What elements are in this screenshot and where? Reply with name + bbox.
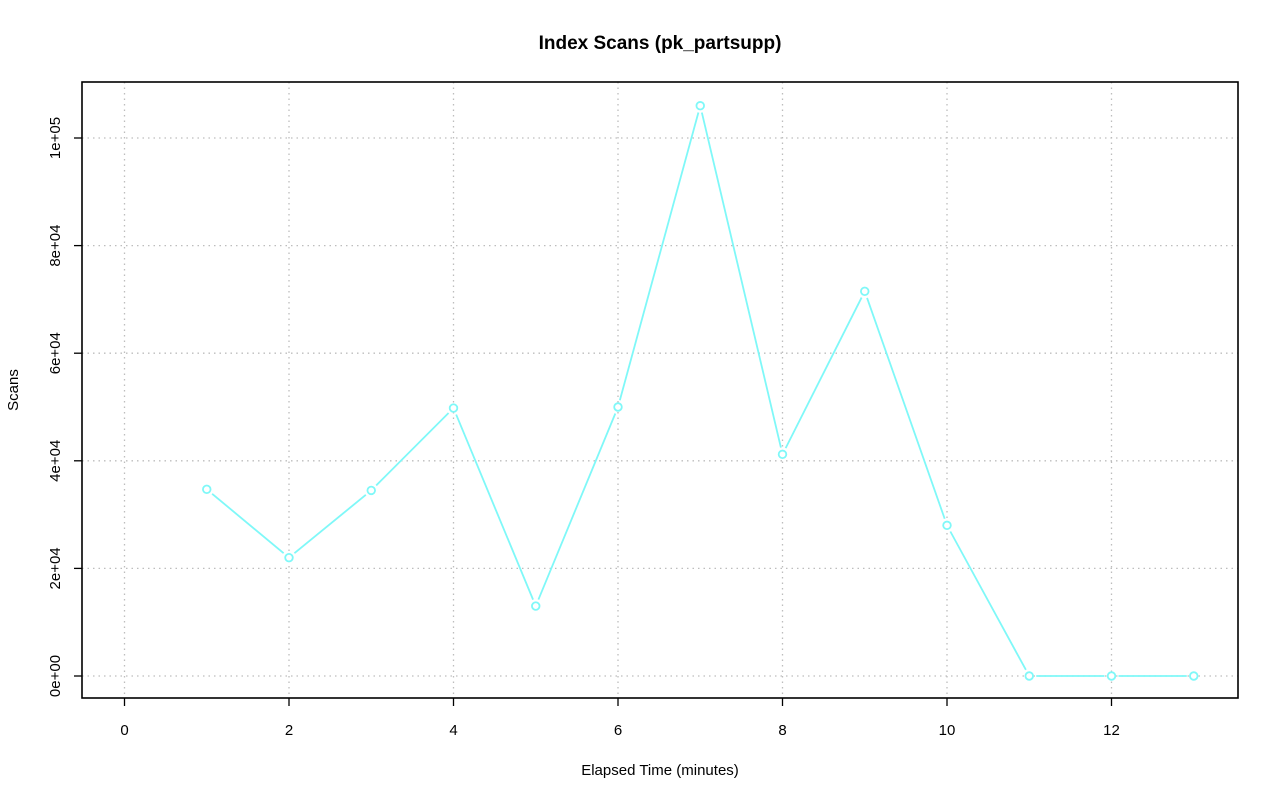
y-tick-label: 0e+00 [47,655,64,697]
data-point [777,449,788,460]
y-axis-label: Scans [5,369,22,411]
series-line-segment [293,494,367,554]
data-point [284,552,294,563]
series-line-segment [784,297,863,449]
x-tick-label: 8 [778,722,786,739]
grid [82,82,1238,698]
data-point [366,485,376,496]
data-point [860,286,870,297]
x-tick-label: 0 [120,722,128,739]
series-line-segment [537,413,617,600]
x-axis-label: Elapsed Time (minutes) [581,762,739,779]
data-point [448,403,459,413]
y-tick-label: 2e+04 [47,547,64,589]
x-axis: 0 2 4 6 8 10 12 [120,698,1120,739]
data-point [1189,671,1199,681]
y-tick-label: 4e+04 [47,440,64,482]
x-tick-label: 4 [449,722,457,739]
plot-frame [81,81,1239,699]
x-tick-label: 2 [285,722,293,739]
series-line-segment [375,412,450,487]
y-axis: 0e+00 2e+04 4e+04 6e+04 8e+04 1e+05 [47,117,82,697]
data-point [1024,671,1034,681]
series-line-segment [455,414,534,600]
x-tick-label: 12 [1103,722,1120,739]
series-line-segment [211,493,285,554]
series-line-segment [866,297,946,520]
chart-title: Index Scans (pk_partsupp) [539,33,782,54]
y-tick-label: 1e+05 [47,117,64,159]
x-tick-label: 6 [614,722,622,739]
data-point [531,601,541,611]
y-tick-label: 8e+04 [47,225,64,267]
data-point [1106,671,1117,681]
series-line-segment [618,112,700,401]
y-tick-label: 6e+04 [47,332,64,374]
data-point [613,402,623,412]
data-point [942,520,952,531]
data-point [202,484,212,495]
series [202,101,1199,681]
series-line-segment [949,531,1027,671]
data-point [695,101,705,111]
x-tick-label: 10 [939,722,956,739]
series-line-segment [700,112,782,448]
